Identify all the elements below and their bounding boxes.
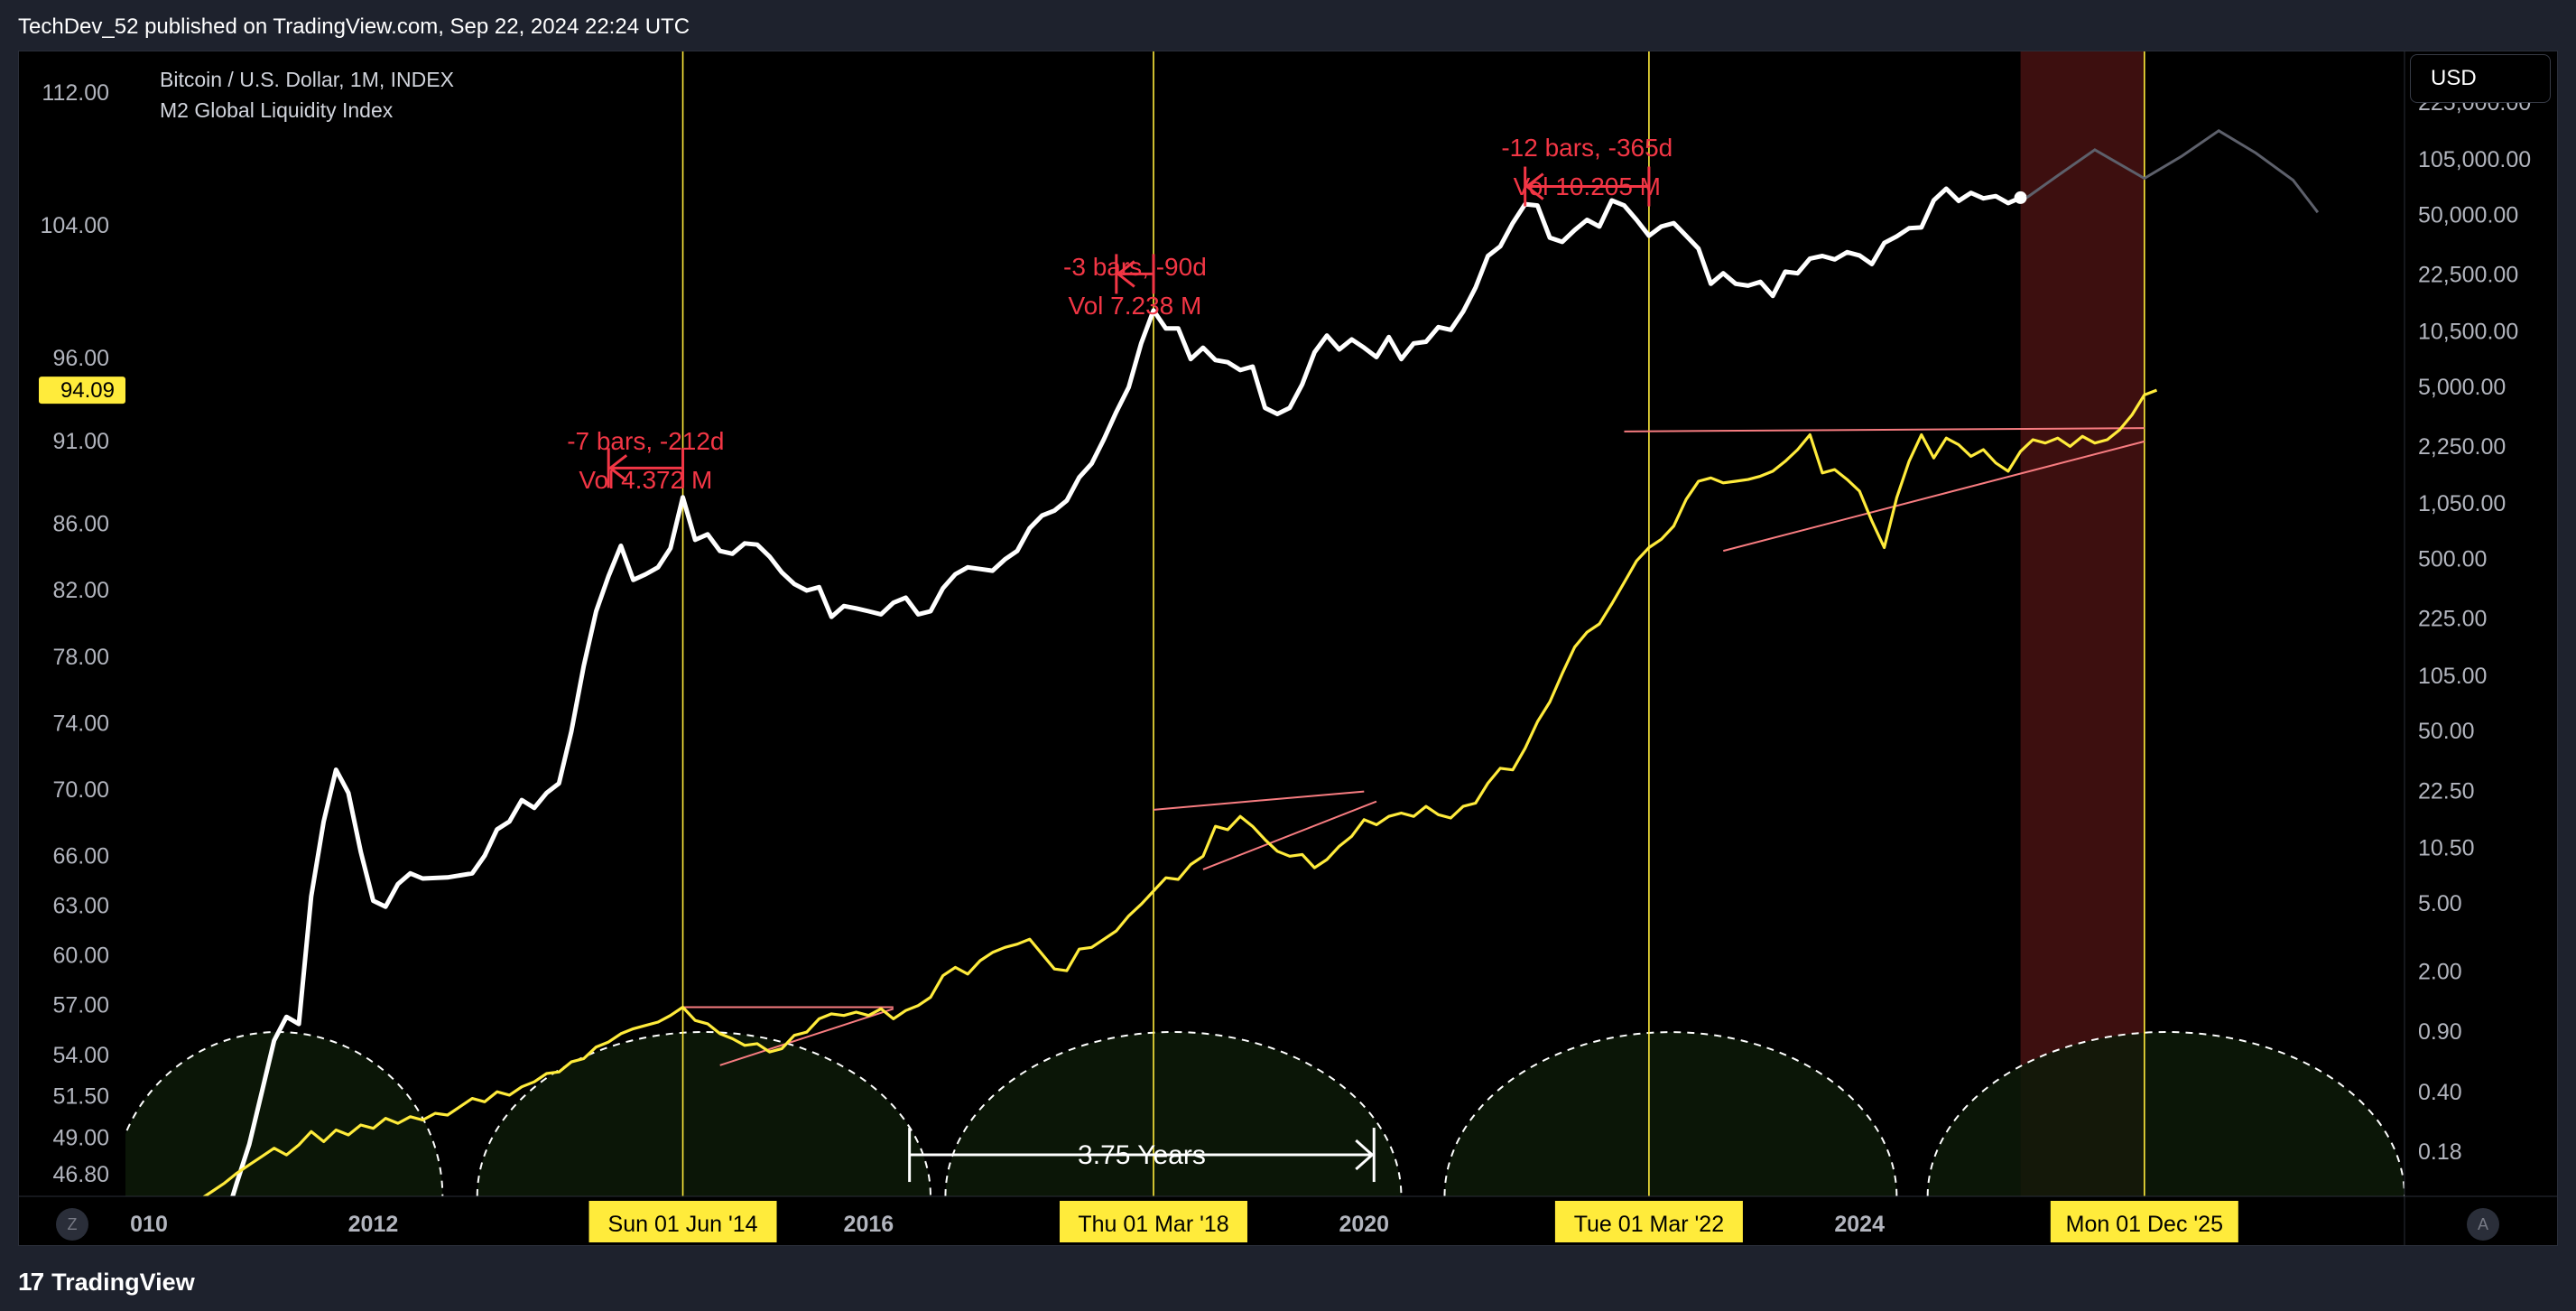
right-axis-tick-label: 0.18 xyxy=(2418,1139,2462,1165)
trendline xyxy=(1202,800,1377,870)
left-axis-tick-label: 74.00 xyxy=(52,711,109,736)
right-axis-tick-label: 50.00 xyxy=(2418,719,2475,744)
time-axis-tick-label: 2016 xyxy=(844,1212,894,1237)
left-axis-tick-label: 70.00 xyxy=(52,777,109,803)
time-axis-tick-label: 2012 xyxy=(348,1212,399,1237)
left-axis-tick-label: 112.00 xyxy=(42,80,109,106)
trendline xyxy=(1722,440,2145,553)
right-axis-tick-label: 105,000.00 xyxy=(2418,147,2531,172)
cycle-arc xyxy=(944,1031,1403,1196)
cycle-arc-fill xyxy=(945,1032,1402,1196)
left-axis-tick-label: 57.00 xyxy=(52,993,109,1018)
plot-area xyxy=(125,51,2405,1196)
auto-scale-z-button[interactable]: Z xyxy=(56,1208,88,1241)
legend-m2: M2 Global Liquidity Index xyxy=(160,98,394,122)
tradingview-brand[interactable]: TradingView xyxy=(51,1268,195,1296)
m2-liquidity-line xyxy=(201,388,2158,1196)
cycle-arc xyxy=(1443,1031,1898,1196)
left-axis-tick-label: 86.00 xyxy=(52,512,109,537)
cycle-date-badge xyxy=(2050,1201,2238,1242)
cycle-date-label: Mon 01 Dec '25 xyxy=(2066,1212,2223,1237)
cycle-date-label: Thu 01 Mar '18 xyxy=(1078,1212,1228,1237)
measure-label-volume: Vol 4.372 M xyxy=(579,466,712,494)
legend-bitcoin: Bitcoin / U.S. Dollar, 1M, INDEX xyxy=(160,68,454,91)
right-axis-tick-label: 0.90 xyxy=(2418,1019,2462,1045)
time-axis-tick-label: 2024 xyxy=(1834,1212,1885,1237)
cycle-date-badge xyxy=(1554,1201,1743,1242)
right-axis-tick-label: 10.50 xyxy=(2418,835,2475,860)
right-axis-tick-label: 2,250.00 xyxy=(2418,434,2506,460)
trendline xyxy=(1153,790,1365,811)
range-arrowhead xyxy=(1355,1139,1375,1171)
left-axis-tick-label: 63.00 xyxy=(52,893,109,918)
tradingview-logo-icon: 17 xyxy=(18,1268,44,1296)
measure-label-bars: -12 bars, -365d xyxy=(1501,134,1673,162)
right-axis-tick-label: 105.00 xyxy=(2418,664,2487,689)
right-axis-tick-label: 22,500.00 xyxy=(2418,263,2518,288)
left-axis-tick-label: 60.00 xyxy=(52,944,109,969)
cycle-arc-fill xyxy=(477,1032,931,1196)
cycle-arc-fill xyxy=(1444,1032,1897,1196)
right-axis-tick-label: 2.00 xyxy=(2418,960,2462,985)
left-axis-tick-label: 82.00 xyxy=(52,578,109,603)
right-axis-tick-label: 22.50 xyxy=(2418,778,2475,804)
measure-label-bars: -3 bars, -90d xyxy=(1063,253,1207,281)
measure-label-volume: Vol 7.238 M xyxy=(1068,292,1201,320)
left-axis-tick-label: 66.00 xyxy=(52,843,109,869)
measure-label-bars: -7 bars, -212d xyxy=(567,427,724,455)
cycle-date-label: Sun 01 Jun '14 xyxy=(608,1212,758,1237)
bitcoin-last-point xyxy=(2014,191,2027,204)
chart-canvas[interactable]: -7 bars, -212d Vol 4.372 M -3 bars, -90d Vo… xyxy=(19,51,2557,1245)
left-axis-tick-label: 78.00 xyxy=(52,645,109,670)
cycle-date-badge xyxy=(588,1201,777,1242)
auto-scale-a-button[interactable]: A xyxy=(2467,1208,2499,1241)
right-axis-tick-label: 50,000.00 xyxy=(2418,202,2518,228)
time-axis-tick-label: 010 xyxy=(130,1212,168,1237)
measure-arrowhead xyxy=(1524,172,1544,200)
right-axis-tick-label: 1,050.00 xyxy=(2418,491,2506,516)
chart-frame[interactable]: -7 bars, -212d Vol 4.372 M -3 bars, -90d Vo… xyxy=(18,51,2558,1246)
highlight-band xyxy=(2020,51,2145,1196)
right-axis-tick-label: 5,000.00 xyxy=(2418,375,2506,400)
footer: 17 TradingView xyxy=(0,1253,2576,1311)
bitcoin-price-line xyxy=(230,186,2022,1196)
measure-arrowhead xyxy=(607,454,628,482)
cycle-arc xyxy=(1926,1030,2405,1196)
range-label: 3.75 Years xyxy=(1078,1140,1206,1170)
right-axis-tick-label: 5.00 xyxy=(2418,891,2462,916)
left-axis-tick-label: 104.00 xyxy=(41,213,109,238)
right-axis-tick-label: 500.00 xyxy=(2418,547,2487,572)
currency-button[interactable]: USD xyxy=(2410,54,2551,103)
left-axis-tick-label: 46.80 xyxy=(52,1162,109,1187)
time-axis-tick-label: 2020 xyxy=(1339,1212,1389,1237)
measure-label-volume: Vol 10.205 M xyxy=(1514,172,1661,200)
publisher-info: TechDev_52 published on TradingView.com,… xyxy=(18,14,690,39)
right-axis-tick-label: 0.40 xyxy=(2418,1080,2462,1105)
left-axis-tick-label: 54.00 xyxy=(52,1043,109,1068)
left-axis-tick-label: 91.00 xyxy=(52,429,109,454)
left-axis-tick-label: 49.00 xyxy=(52,1126,109,1151)
bitcoin-projection-line xyxy=(2025,129,2320,214)
cycle-arc-fill xyxy=(125,1032,443,1196)
measure-arrowhead xyxy=(1116,260,1135,288)
right-axis-tick-label: 225.00 xyxy=(2418,607,2487,632)
trendline xyxy=(719,1008,894,1066)
current-value-marker xyxy=(39,377,125,404)
cycle-arc xyxy=(476,1031,931,1196)
right-axis-tick-label: 10,500.00 xyxy=(2418,320,2518,345)
cycle-date-label: Tue 01 Mar '22 xyxy=(1574,1212,1724,1237)
left-axis-tick-label: 51.50 xyxy=(52,1084,109,1110)
current-value-label: 94.09 xyxy=(60,378,115,403)
trendline xyxy=(1624,427,2145,432)
cycle-date-badge xyxy=(1059,1201,1247,1242)
left-axis-tick-label: 96.00 xyxy=(52,346,109,371)
cycle-arc-fill xyxy=(1927,1032,2405,1196)
